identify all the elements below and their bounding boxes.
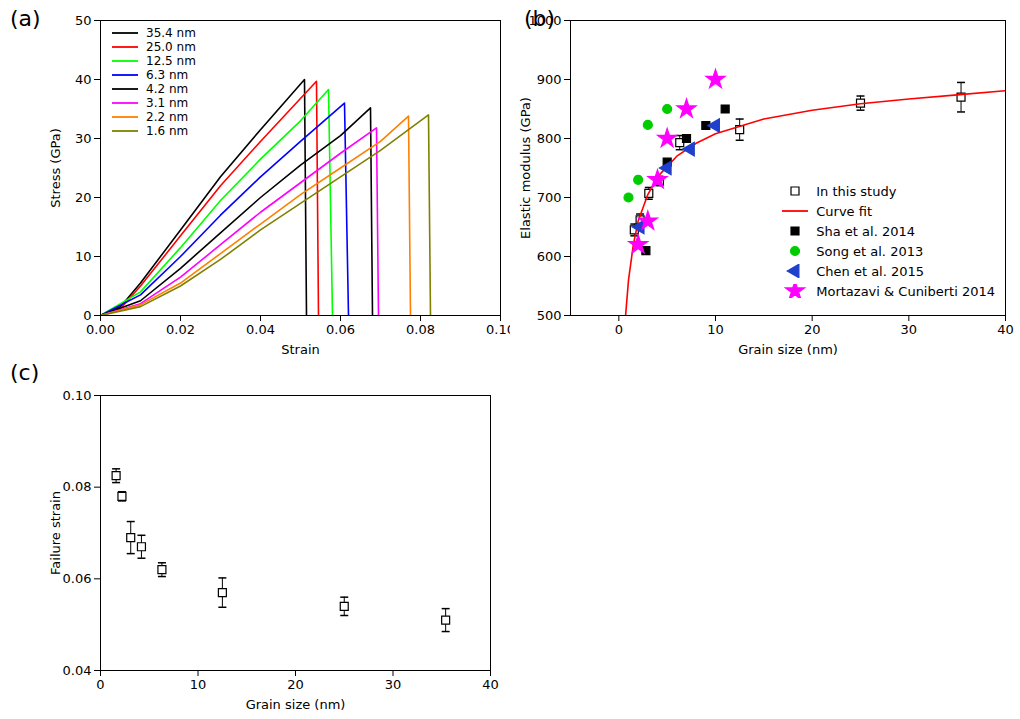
svg-text:40: 40 [482, 677, 499, 692]
svg-text:900: 900 [537, 72, 562, 87]
html-text:25.0 nm: 25.0 nm [146, 40, 196, 54]
html-text:3.1 nm: 3.1 nm [146, 96, 189, 110]
svg-text:0.00: 0.00 [86, 322, 115, 337]
svg-text:Elastic modulus (GPa): Elastic modulus (GPa) [518, 97, 533, 239]
svg-text:10: 10 [190, 677, 207, 692]
svg-text:0.08: 0.08 [406, 322, 435, 337]
html-text:4.2 nm: 4.2 nm [146, 82, 189, 96]
html-text:6.3 nm: 6.3 nm [146, 68, 189, 82]
svg-text:0: 0 [615, 322, 623, 337]
html-text:2.2 nm: 2.2 nm [146, 110, 189, 124]
html-text:Chen et al. 2015: Chen et al. 2015 [816, 263, 925, 279]
svg-text:0.10: 0.10 [63, 388, 92, 403]
html-text:Sha et al. 2014: Sha et al. 2014 [816, 223, 915, 239]
html-text:12.5 nm: 12.5 nm [146, 54, 196, 68]
svg-text:700: 700 [537, 190, 562, 205]
svg-text:30: 30 [385, 677, 402, 692]
svg-text:0: 0 [83, 308, 91, 323]
svg-text:Grain size (nm): Grain size (nm) [246, 697, 346, 712]
html-text:35.4 nm: 35.4 nm [146, 26, 196, 40]
svg-text:50: 50 [75, 13, 92, 28]
svg-text:0.06: 0.06 [63, 571, 92, 586]
svg-text:0.08: 0.08 [63, 479, 92, 494]
svg-text:20: 20 [75, 190, 92, 205]
html-text:Curve fit: Curve fit [816, 203, 872, 219]
svg-text:20: 20 [287, 677, 304, 692]
svg-text:0.04: 0.04 [63, 663, 92, 678]
svg-text:800: 800 [537, 131, 562, 146]
html-text:(b): (b) [524, 6, 556, 31]
svg-text:0: 0 [96, 677, 104, 692]
svg-text:0.02: 0.02 [166, 322, 195, 337]
svg-text:600: 600 [537, 249, 562, 264]
html-text:Mortazavi & Cuniberti 2014: Mortazavi & Cuniberti 2014 [816, 283, 995, 299]
svg-text:10: 10 [75, 249, 92, 264]
svg-text:Stress (GPa): Stress (GPa) [48, 128, 63, 208]
svg-text:Strain: Strain [281, 342, 320, 357]
svg-text:0.10: 0.10 [486, 322, 510, 337]
svg-text:40: 40 [75, 72, 92, 87]
svg-text:Grain size (nm): Grain size (nm) [738, 342, 838, 357]
svg-text:0.04: 0.04 [246, 322, 275, 337]
html-text:Song et al. 2013: Song et al. 2013 [816, 243, 924, 259]
svg-text:40: 40 [997, 322, 1014, 337]
svg-text:Failure strain: Failure strain [48, 491, 63, 575]
html-text:1.6 nm: 1.6 nm [146, 124, 189, 138]
html-text:(c): (c) [10, 360, 40, 385]
html-text:(a): (a) [10, 6, 41, 31]
svg-text:30: 30 [75, 131, 92, 146]
svg-text:20: 20 [804, 322, 821, 337]
svg-text:500: 500 [537, 308, 562, 323]
svg-text:10: 10 [707, 322, 724, 337]
svg-text:0.06: 0.06 [326, 322, 355, 337]
svg-text:30: 30 [901, 322, 918, 337]
html-text:In this study: In this study [816, 183, 897, 199]
